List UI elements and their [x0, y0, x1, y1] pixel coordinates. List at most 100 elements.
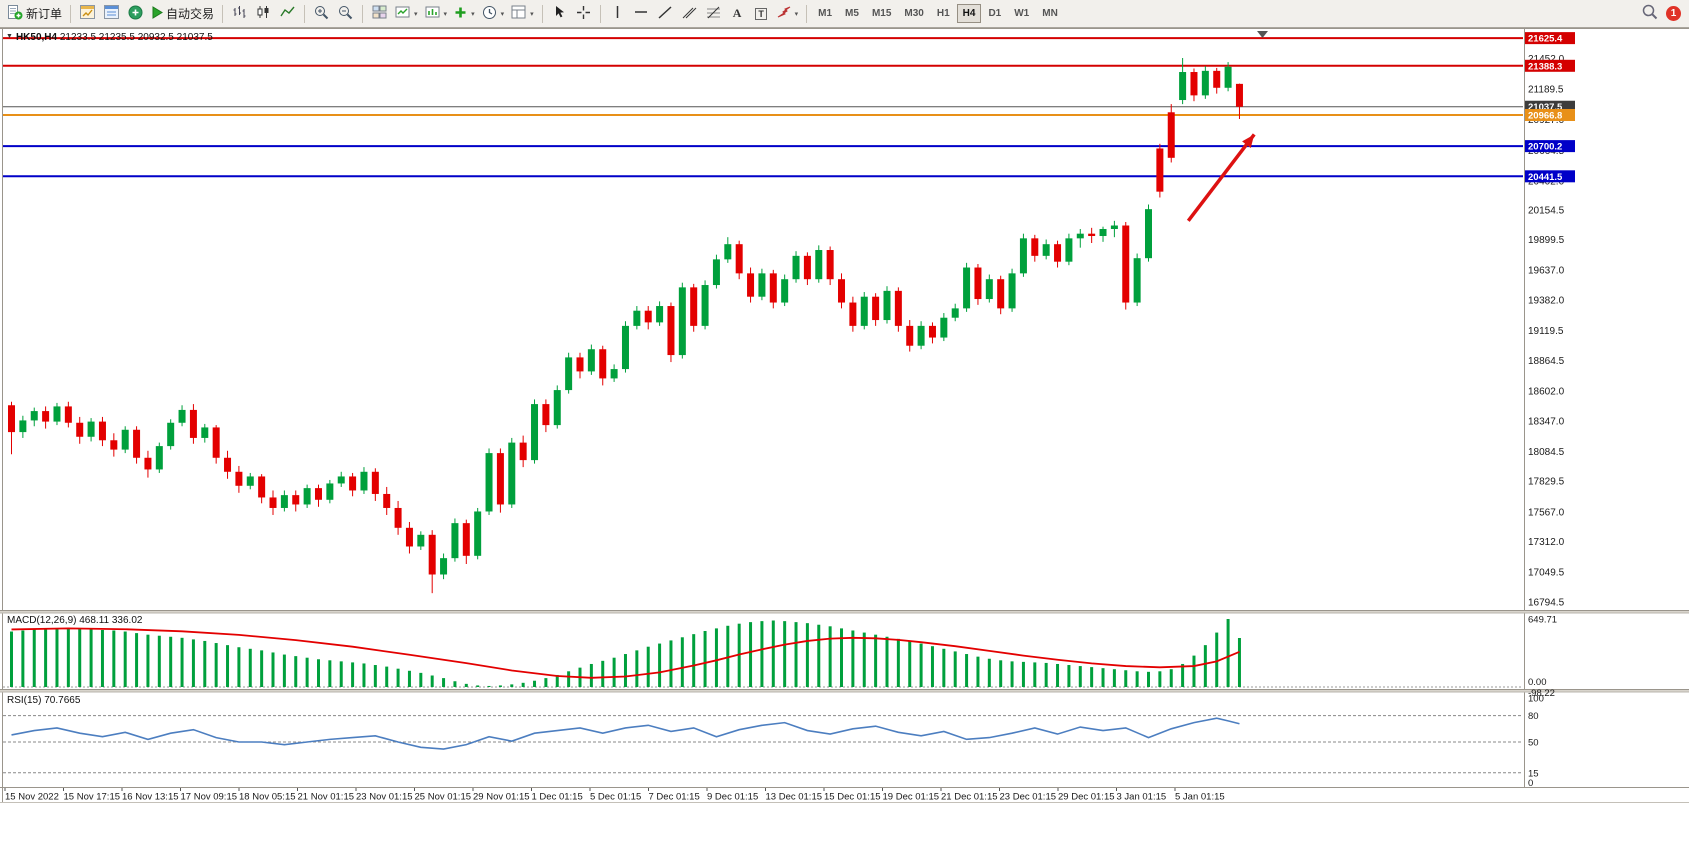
rsi-value: 70.7665 — [44, 695, 81, 706]
svg-text:-98.22: -98.22 — [1528, 688, 1555, 699]
svg-text:19119.5: 19119.5 — [1528, 326, 1564, 337]
svg-text:20154.5: 20154.5 — [1528, 205, 1565, 216]
autotrading-button[interactable]: 自动交易 — [148, 3, 217, 25]
svg-text:5 Jan 01:15: 5 Jan 01:15 — [1175, 792, 1225, 803]
indicators-button[interactable]: ▾ — [451, 3, 478, 25]
new-order-icon — [7, 4, 23, 23]
timeframe-button-d1[interactable]: D1 — [982, 4, 1007, 23]
timeframe-button-m5[interactable]: M5 — [839, 4, 865, 23]
svg-text:25 Nov 01:15: 25 Nov 01:15 — [415, 792, 472, 803]
rsi-name: RSI(15) — [7, 695, 42, 706]
price-tag — [1525, 170, 1575, 183]
svg-text:9 Dec 01:15: 9 Dec 01:15 — [707, 792, 758, 803]
timeframe-button-h1[interactable]: H1 — [931, 4, 956, 23]
svg-text:20441.5: 20441.5 — [1528, 172, 1563, 183]
svg-text:3 Jan 01:15: 3 Jan 01:15 — [1117, 792, 1167, 803]
timeframe-button-w1[interactable]: W1 — [1008, 4, 1035, 23]
notifications-button[interactable]: 1 — [1662, 3, 1685, 25]
svg-text:29 Nov 01:15: 29 Nov 01:15 — [473, 792, 530, 803]
new-order-button[interactable]: 新订单 — [4, 3, 65, 25]
svg-text:19637.0: 19637.0 — [1528, 266, 1565, 277]
timeframe-button-m15[interactable]: M15 — [866, 4, 897, 23]
trendline-button[interactable] — [654, 3, 677, 25]
svg-text:13 Dec 01:15: 13 Dec 01:15 — [766, 792, 823, 803]
autotrading-play-icon — [151, 5, 163, 22]
trend-arrow[interactable] — [1186, 133, 1256, 222]
svg-text:21452.0: 21452.0 — [1528, 54, 1565, 65]
indicators-plus-icon — [454, 6, 467, 22]
horizontal-level-lines[interactable] — [3, 37, 1523, 178]
collapse-icon[interactable]: ▼ — [6, 33, 13, 40]
svg-text:20966.8: 20966.8 — [1528, 110, 1562, 121]
svg-text:17049.5: 17049.5 — [1528, 568, 1565, 579]
zoom-out-icon — [338, 5, 353, 23]
price-axis[interactable]: 21452.021189.520927.020664.520402.020154… — [1525, 32, 1575, 608]
line-chart-icon — [280, 5, 295, 22]
timeframe-button-h4[interactable]: H4 — [956, 4, 982, 23]
vertical-line-icon — [612, 5, 623, 22]
clock-icon — [482, 5, 497, 23]
svg-text:21189.5: 21189.5 — [1528, 85, 1564, 96]
channel-button[interactable] — [678, 3, 701, 25]
periods-button[interactable]: ▾ — [479, 3, 508, 25]
fibonacci-button[interactable] — [702, 3, 725, 25]
arrange-charts-button[interactable]: ▾ — [392, 3, 421, 25]
chevron-down-icon: ▾ — [530, 10, 534, 18]
timeframe-button-mn[interactable]: MN — [1036, 4, 1064, 23]
chevron-down-icon: ▾ — [414, 10, 418, 18]
chart-title: ▼ HK50,H4 21233.5 21235.5 20932.5 21037.5 — [6, 32, 213, 43]
toolbar-separator — [222, 4, 224, 23]
timeframe-button-m1[interactable]: M1 — [812, 4, 838, 23]
data-window-icon — [104, 5, 120, 22]
crosshair-button[interactable] — [572, 3, 595, 25]
macd-main-value: 468.11 — [79, 615, 110, 626]
new-order-label: 新订单 — [26, 7, 63, 21]
tile-windows-button[interactable] — [368, 3, 391, 25]
macd-label: MACD(12,26,9) 468.11 336.02 — [7, 615, 142, 626]
chevron-down-icon: ▾ — [443, 10, 448, 18]
arrange-charts-icon — [395, 5, 410, 22]
toolbar-separator — [599, 4, 601, 23]
terminal-button[interactable] — [124, 3, 147, 25]
svg-text:15 Dec 01:15: 15 Dec 01:15 — [824, 792, 881, 803]
trendline-icon — [658, 5, 672, 22]
bar-chart-button[interactable] — [228, 3, 251, 25]
time-axis[interactable]: 15 Nov 2022 15 Nov 17:15 16 Nov 13:15 17 No… — [4, 788, 1225, 803]
svg-text:17312.0: 17312.0 — [1528, 537, 1565, 548]
templates-button[interactable]: ▾ — [508, 3, 537, 25]
svg-text:50: 50 — [1528, 738, 1539, 749]
chart-shift-marker-icon[interactable] — [1257, 31, 1268, 38]
text-label-button[interactable]: T — [750, 3, 773, 25]
market-watch-button[interactable] — [76, 3, 99, 25]
candlestick-button[interactable] — [252, 3, 275, 25]
candlestick-icon — [256, 5, 271, 22]
svg-text:21 Nov 01:15: 21 Nov 01:15 — [298, 792, 355, 803]
autotrading-label: 自动交易 — [166, 7, 215, 21]
chart-symbol: HK50,H4 — [15, 32, 58, 43]
svg-text:17 Nov 09:15: 17 Nov 09:15 — [181, 792, 238, 803]
svg-text:21388.3: 21388.3 — [1528, 61, 1562, 72]
zoom-in-button[interactable] — [310, 3, 333, 25]
vertical-line-button[interactable] — [606, 3, 629, 25]
cascade-charts-button[interactable]: ▾ — [422, 3, 451, 25]
svg-text:18347.0: 18347.0 — [1528, 416, 1565, 427]
timeframe-button-m30[interactable]: M30 — [898, 4, 929, 23]
svg-text:7 Dec 01:15: 7 Dec 01:15 — [649, 792, 700, 803]
terminal-icon — [128, 5, 143, 23]
template-icon — [511, 5, 526, 22]
zoom-out-button[interactable] — [334, 3, 357, 25]
rsi-panel: 100 80 50 150 — [3, 694, 1544, 789]
cursor-button[interactable] — [548, 3, 571, 25]
text-button[interactable]: A — [726, 3, 749, 25]
search-button[interactable] — [1638, 3, 1661, 25]
svg-text:0: 0 — [1528, 778, 1533, 789]
shapes-button[interactable]: ▾ — [774, 3, 802, 25]
toolbar-separator — [362, 4, 364, 23]
svg-text:100: 100 — [1528, 694, 1544, 705]
svg-text:18084.5: 18084.5 — [1528, 447, 1565, 458]
data-window-button[interactable] — [100, 3, 123, 25]
line-chart-button[interactable] — [276, 3, 299, 25]
horizontal-line-button[interactable] — [630, 3, 653, 25]
svg-text:29 Dec 01:15: 29 Dec 01:15 — [1058, 792, 1115, 803]
